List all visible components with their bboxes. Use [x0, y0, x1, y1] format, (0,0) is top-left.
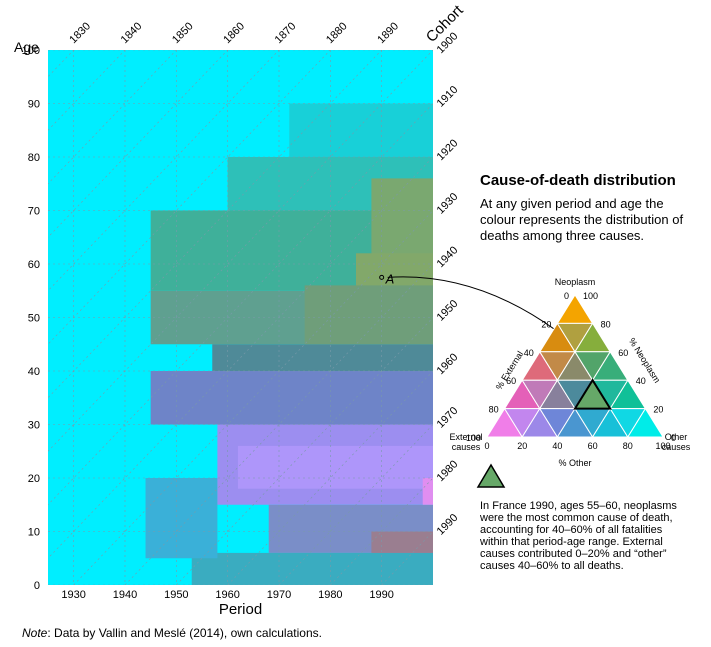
ternary-right-label: Other: [665, 432, 688, 442]
heatmap-region: [304, 285, 433, 345]
y-tick-label: 20: [28, 473, 40, 485]
ternary-left-label: External: [449, 432, 482, 442]
y-tick-label: 60: [28, 259, 40, 271]
x-tick-label: 1950: [164, 589, 188, 601]
ternary-bottom-tick: 0: [484, 441, 489, 451]
ternary-right-tick: 100: [583, 291, 598, 301]
ternary-right-tick: 20: [653, 405, 663, 415]
ternary-bottom-tick: 60: [588, 441, 598, 451]
annotation-point: [379, 274, 385, 280]
note-label: Note: [22, 626, 48, 640]
heatmap-region: [212, 344, 433, 371]
grid-cohort-diagonal: [0, 50, 22, 585]
heatmap-region: [422, 478, 433, 505]
ternary-bottom-tick: 80: [623, 441, 633, 451]
y-tick-label: 90: [28, 99, 40, 111]
ternary-left-tick: 20: [541, 319, 551, 329]
y-tick-label: 30: [28, 420, 40, 432]
ternary-right-label: causes: [662, 442, 691, 452]
heatmap-region: [289, 103, 433, 157]
grid-cohort-diagonal: [48, 50, 382, 399]
ternary-bottom-axis-label: % Other: [558, 458, 591, 468]
x-tick-label: 1960: [215, 589, 239, 601]
y-tick-label: 40: [28, 366, 40, 378]
ternary-cell: [626, 407, 664, 438]
grid-cohort-diagonal: [48, 156, 433, 559]
grid-cohort-diagonal: [48, 50, 331, 345]
y-tick-label: 50: [28, 313, 40, 325]
grid-cohort-diagonal: [73, 210, 433, 585]
x-tick-label: 1990: [369, 589, 393, 601]
cohort-tick-right: 1960: [435, 351, 461, 377]
x-tick-label: 1970: [267, 589, 291, 601]
cohort-tick-right: 1910: [435, 84, 461, 110]
y-tick-label: 10: [28, 527, 40, 539]
ternary-bottom-tick: 20: [517, 441, 527, 451]
ternary-right-tick: 60: [618, 348, 628, 358]
note-text: : Data by Vallin and Meslé (2014), own c…: [47, 626, 322, 640]
ternary-bottom-tick: 100: [655, 441, 670, 451]
heatmap-region: [145, 478, 218, 559]
grid-cohort-diagonal: [48, 103, 433, 506]
cohort-tick-top: 1850: [170, 20, 196, 46]
heatmap-region: [237, 445, 433, 489]
ternary-right-tick: 40: [636, 376, 646, 386]
ternary-bottom-tick: 40: [552, 441, 562, 451]
cohort-tick-top: 1870: [273, 20, 299, 46]
y-tick-label: 0: [34, 580, 40, 592]
x-tick-label: 1980: [318, 589, 342, 601]
ternary-left-tick: 40: [524, 348, 534, 358]
cohort-tick-top: 1890: [375, 20, 401, 46]
x-tick-label: 1940: [113, 589, 137, 601]
cohort-tick-right: 1990: [435, 512, 461, 538]
cohort-tick-right: 1970: [435, 405, 461, 431]
cohort-tick-right: 1930: [435, 191, 461, 217]
ternary-left-tick: 60: [506, 376, 516, 386]
ternary-left-tick: 100: [466, 433, 481, 443]
y-tick-label: 70: [28, 206, 40, 218]
heatmap-region: [191, 552, 433, 585]
grid-lines: [0, 50, 433, 585]
cohort-tick-right: 1940: [435, 244, 461, 270]
x-axis-label: Period: [219, 601, 262, 618]
ternary-highlight-cell: [573, 378, 612, 410]
grid-cohort-diagonal: [48, 50, 433, 452]
y-tick-label: 80: [28, 152, 40, 164]
ternary-left-tick: 80: [489, 405, 499, 415]
legend-title: Cause-of-death distribution: [480, 172, 676, 189]
cohort-tick-top: 1830: [67, 20, 93, 46]
cohort-tick-right: 1920: [435, 137, 461, 163]
heatmap-region: [150, 371, 433, 425]
ternary-right-tick: 0: [671, 433, 676, 443]
ternary-left-label: causes: [452, 442, 481, 452]
example-marker-icon: [476, 463, 506, 488]
ternary-top-label: Neoplasm: [555, 277, 596, 287]
grid-cohort-diagonal: [124, 263, 433, 585]
cohort-tick-top: 1880: [324, 20, 350, 46]
ternary-right-tick: 80: [601, 319, 611, 329]
cohort-tick-top: 1840: [119, 20, 145, 46]
heatmap-region: [371, 531, 433, 553]
ternary-left-tick: 0: [564, 291, 569, 301]
cohort-tick-right: 1980: [435, 458, 461, 484]
annotation-label: A: [385, 271, 395, 286]
legend-description: At any given period and age the colour r…: [480, 196, 684, 243]
cohort-tick-top: 1860: [221, 20, 247, 46]
footnote: Note: Data by Vallin and Meslé (2014), o…: [22, 626, 322, 640]
y-axis-label: Age: [14, 39, 39, 55]
y-tick-label: 100: [22, 45, 40, 57]
example-explanation: In France 1990, ages 55–60, neoplasms we…: [480, 500, 677, 572]
x-tick-label: 1930: [61, 589, 85, 601]
cohort-tick-right: 1950: [435, 298, 461, 324]
